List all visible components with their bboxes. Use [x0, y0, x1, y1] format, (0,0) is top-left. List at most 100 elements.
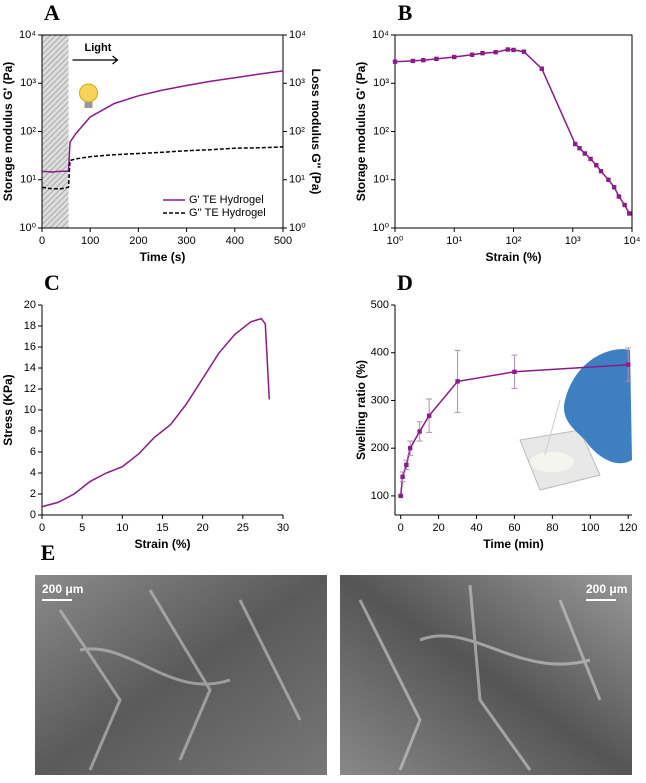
data-point — [452, 54, 457, 60]
data-point — [588, 156, 593, 162]
y-tick-label: 200 — [371, 442, 389, 454]
y-tick-label: 10⁰ — [372, 222, 389, 234]
data-point — [421, 58, 426, 63]
y-tick-label: 8 — [30, 425, 36, 437]
x-tick-label: 20 — [432, 522, 444, 534]
data-point — [521, 49, 527, 54]
x-axis-label: Time (s) — [140, 250, 186, 264]
x-tick-label: 100 — [81, 235, 99, 247]
data-point — [626, 362, 631, 367]
data-point — [410, 58, 416, 64]
data-point — [594, 163, 599, 168]
data-point — [611, 185, 617, 190]
data-point — [455, 379, 460, 384]
x-tick-label: 300 — [177, 235, 195, 247]
sem-images — [35, 575, 632, 775]
scale-bar-label: 200 μm — [586, 582, 627, 596]
data-point — [480, 50, 485, 56]
y2-tick-label: 10⁴ — [289, 29, 306, 41]
x-tick-label: 60 — [508, 522, 520, 534]
panel-label: A — [44, 0, 60, 25]
series-line — [41, 317, 271, 508]
y-tick-label: 6 — [30, 446, 36, 458]
legend-label: G' TE Hydrogel — [189, 194, 264, 206]
data-point — [469, 52, 475, 57]
data-point — [434, 56, 439, 62]
data-point — [407, 445, 413, 451]
y-tick-label: 20 — [24, 299, 36, 311]
y-tick-label: 400 — [371, 347, 389, 359]
x-tick-label: 25 — [237, 522, 249, 534]
x-tick-label: 120 — [619, 522, 637, 534]
y-tick-label: 16 — [24, 341, 36, 353]
data-point — [512, 369, 517, 375]
x-tick-label: 400 — [226, 235, 244, 247]
panel-label: C — [44, 270, 60, 295]
y-axis-label: Storage modulus G' (Pa) — [1, 62, 15, 202]
data-point — [392, 59, 398, 64]
legend-label: G'' TE Hydrogel — [189, 207, 266, 219]
scale-bar-label: 200 μm — [42, 582, 83, 596]
panel-label: B — [398, 0, 413, 25]
y-tick-label: 10² — [20, 125, 36, 137]
y-tick-label: 10¹ — [20, 174, 36, 186]
y-tick-label: 18 — [24, 320, 36, 332]
x-tick-label: 0 — [398, 522, 404, 534]
data-point — [582, 151, 588, 156]
y2-tick-label: 10³ — [289, 77, 305, 89]
data-point — [404, 462, 409, 468]
data-point — [598, 169, 604, 174]
y-tick-label: 10⁴ — [19, 29, 36, 41]
data-point — [493, 50, 498, 55]
x-tick-label: 10¹ — [446, 235, 462, 247]
x-axis-label: Strain (%) — [134, 537, 190, 551]
x-tick-label: 80 — [546, 522, 558, 534]
x-tick-label: 20 — [197, 522, 209, 534]
data-point — [573, 141, 578, 147]
annotation: Light — [85, 42, 112, 54]
y-tick-label: 12 — [24, 383, 36, 395]
y-tick-label: 500 — [371, 299, 389, 311]
y2-tick-label: 10¹ — [289, 174, 305, 186]
x-tick-label: 100 — [581, 522, 599, 534]
y-tick-label: 14 — [24, 362, 36, 374]
plot-frame — [394, 34, 633, 229]
data-point — [622, 202, 627, 208]
panel-label: E — [41, 540, 56, 565]
light-off-region — [42, 35, 69, 228]
x-tick-label: 0 — [39, 235, 45, 247]
panel-label: D — [397, 270, 413, 295]
y-tick-label: 0 — [30, 509, 36, 521]
data-point — [426, 413, 432, 418]
x-tick-label: 200 — [129, 235, 147, 247]
y-tick-label: 10² — [373, 125, 389, 137]
x-tick-label: 500 — [274, 235, 292, 247]
x-tick-label: 10 — [116, 522, 128, 534]
data-point — [539, 66, 544, 71]
series-line — [41, 146, 284, 190]
y-tick-label: 10³ — [20, 77, 36, 89]
y-axis-label: Storage modulus G' (Pa) — [354, 62, 368, 202]
series-line — [394, 48, 630, 214]
data-point — [417, 429, 422, 434]
y-tick-label: 10 — [24, 404, 36, 416]
data-point — [616, 194, 622, 199]
y-tick-label: 2 — [30, 488, 36, 500]
y-axis-label: Swelling ratio (%) — [354, 360, 368, 460]
x-tick-label: 10⁴ — [624, 235, 641, 247]
x-tick-label: 30 — [277, 522, 289, 534]
bulb-base — [84, 102, 93, 108]
y-tick-label: 300 — [371, 394, 389, 406]
y-tick-label: 10³ — [373, 77, 389, 89]
data-point — [505, 47, 510, 52]
inset-photo — [519, 349, 632, 491]
series-line — [41, 70, 284, 173]
y-tick-label: 10⁴ — [372, 29, 389, 41]
x-tick-label: 10⁰ — [387, 235, 404, 247]
x-tick-label: 10³ — [565, 235, 581, 247]
y-tick-label: 100 — [371, 490, 389, 502]
x-tick-label: 15 — [156, 522, 168, 534]
y2-tick-label: 10² — [289, 125, 305, 137]
annotation-arrow — [72, 55, 119, 65]
